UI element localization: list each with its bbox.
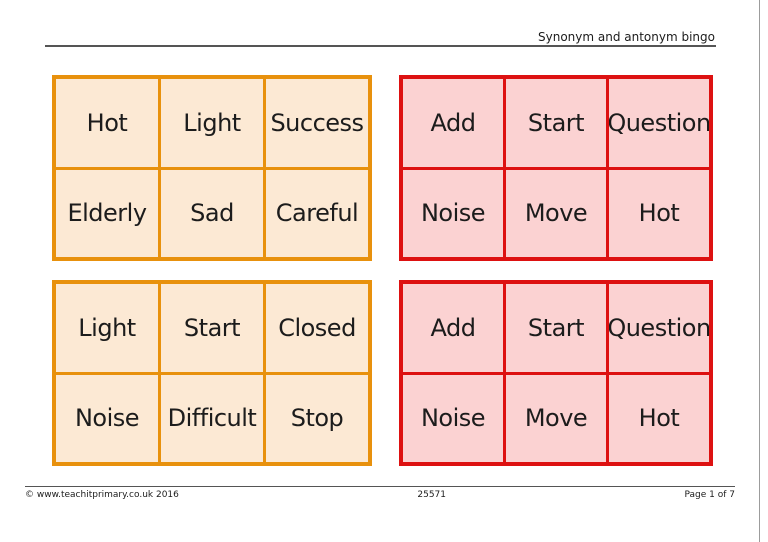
bingo-cell: Noise [56,374,158,462]
bingo-cell: Sad [161,169,263,257]
footer-page-number: Page 1 of 7 [684,490,736,500]
bingo-card-red-1: Add Start Question Noise Move Hot [399,75,713,261]
bingo-card-red-2: Add Start Question Noise Move Hot [399,280,713,466]
bingo-cell: Add [403,79,503,167]
bingo-cell: Hot [609,169,709,257]
bingo-cell: Difficult [161,374,263,462]
bingo-cell: Question [609,79,709,167]
bingo-cell: Elderly [56,169,158,257]
bingo-cell: Move [506,374,606,462]
footer-copyright: © www.teachitprimary.co.uk 2016 [25,490,179,500]
bingo-cell: Success [266,79,368,167]
bingo-cell: Start [161,284,263,372]
bingo-cell: Start [506,79,606,167]
footer-doc-number: 25571 [417,490,447,500]
bingo-cell: Noise [403,169,503,257]
bingo-cell: Move [506,169,606,257]
bingo-cell: Hot [609,374,709,462]
bingo-cell: Closed [266,284,368,372]
bingo-cell: Hot [56,79,158,167]
bingo-cell: Add [403,284,503,372]
bingo-cell: Light [161,79,263,167]
page-edge-line [759,0,760,542]
bingo-card-orange-2: Light Start Closed Noise Difficult Stop [52,280,372,466]
bingo-cell: Light [56,284,158,372]
header-divider [45,45,716,47]
footer-divider [25,486,735,487]
bingo-cell: Question [609,284,709,372]
page-title: Synonym and antonym bingo [538,30,715,44]
bingo-cell: Careful [266,169,368,257]
bingo-cell: Noise [403,374,503,462]
bingo-card-orange-1: Hot Light Success Elderly Sad Careful [52,75,372,261]
bingo-cell: Start [506,284,606,372]
bingo-cell: Stop [266,374,368,462]
footer: © www.teachitprimary.co.uk 2016 25571 Pa… [25,490,735,500]
